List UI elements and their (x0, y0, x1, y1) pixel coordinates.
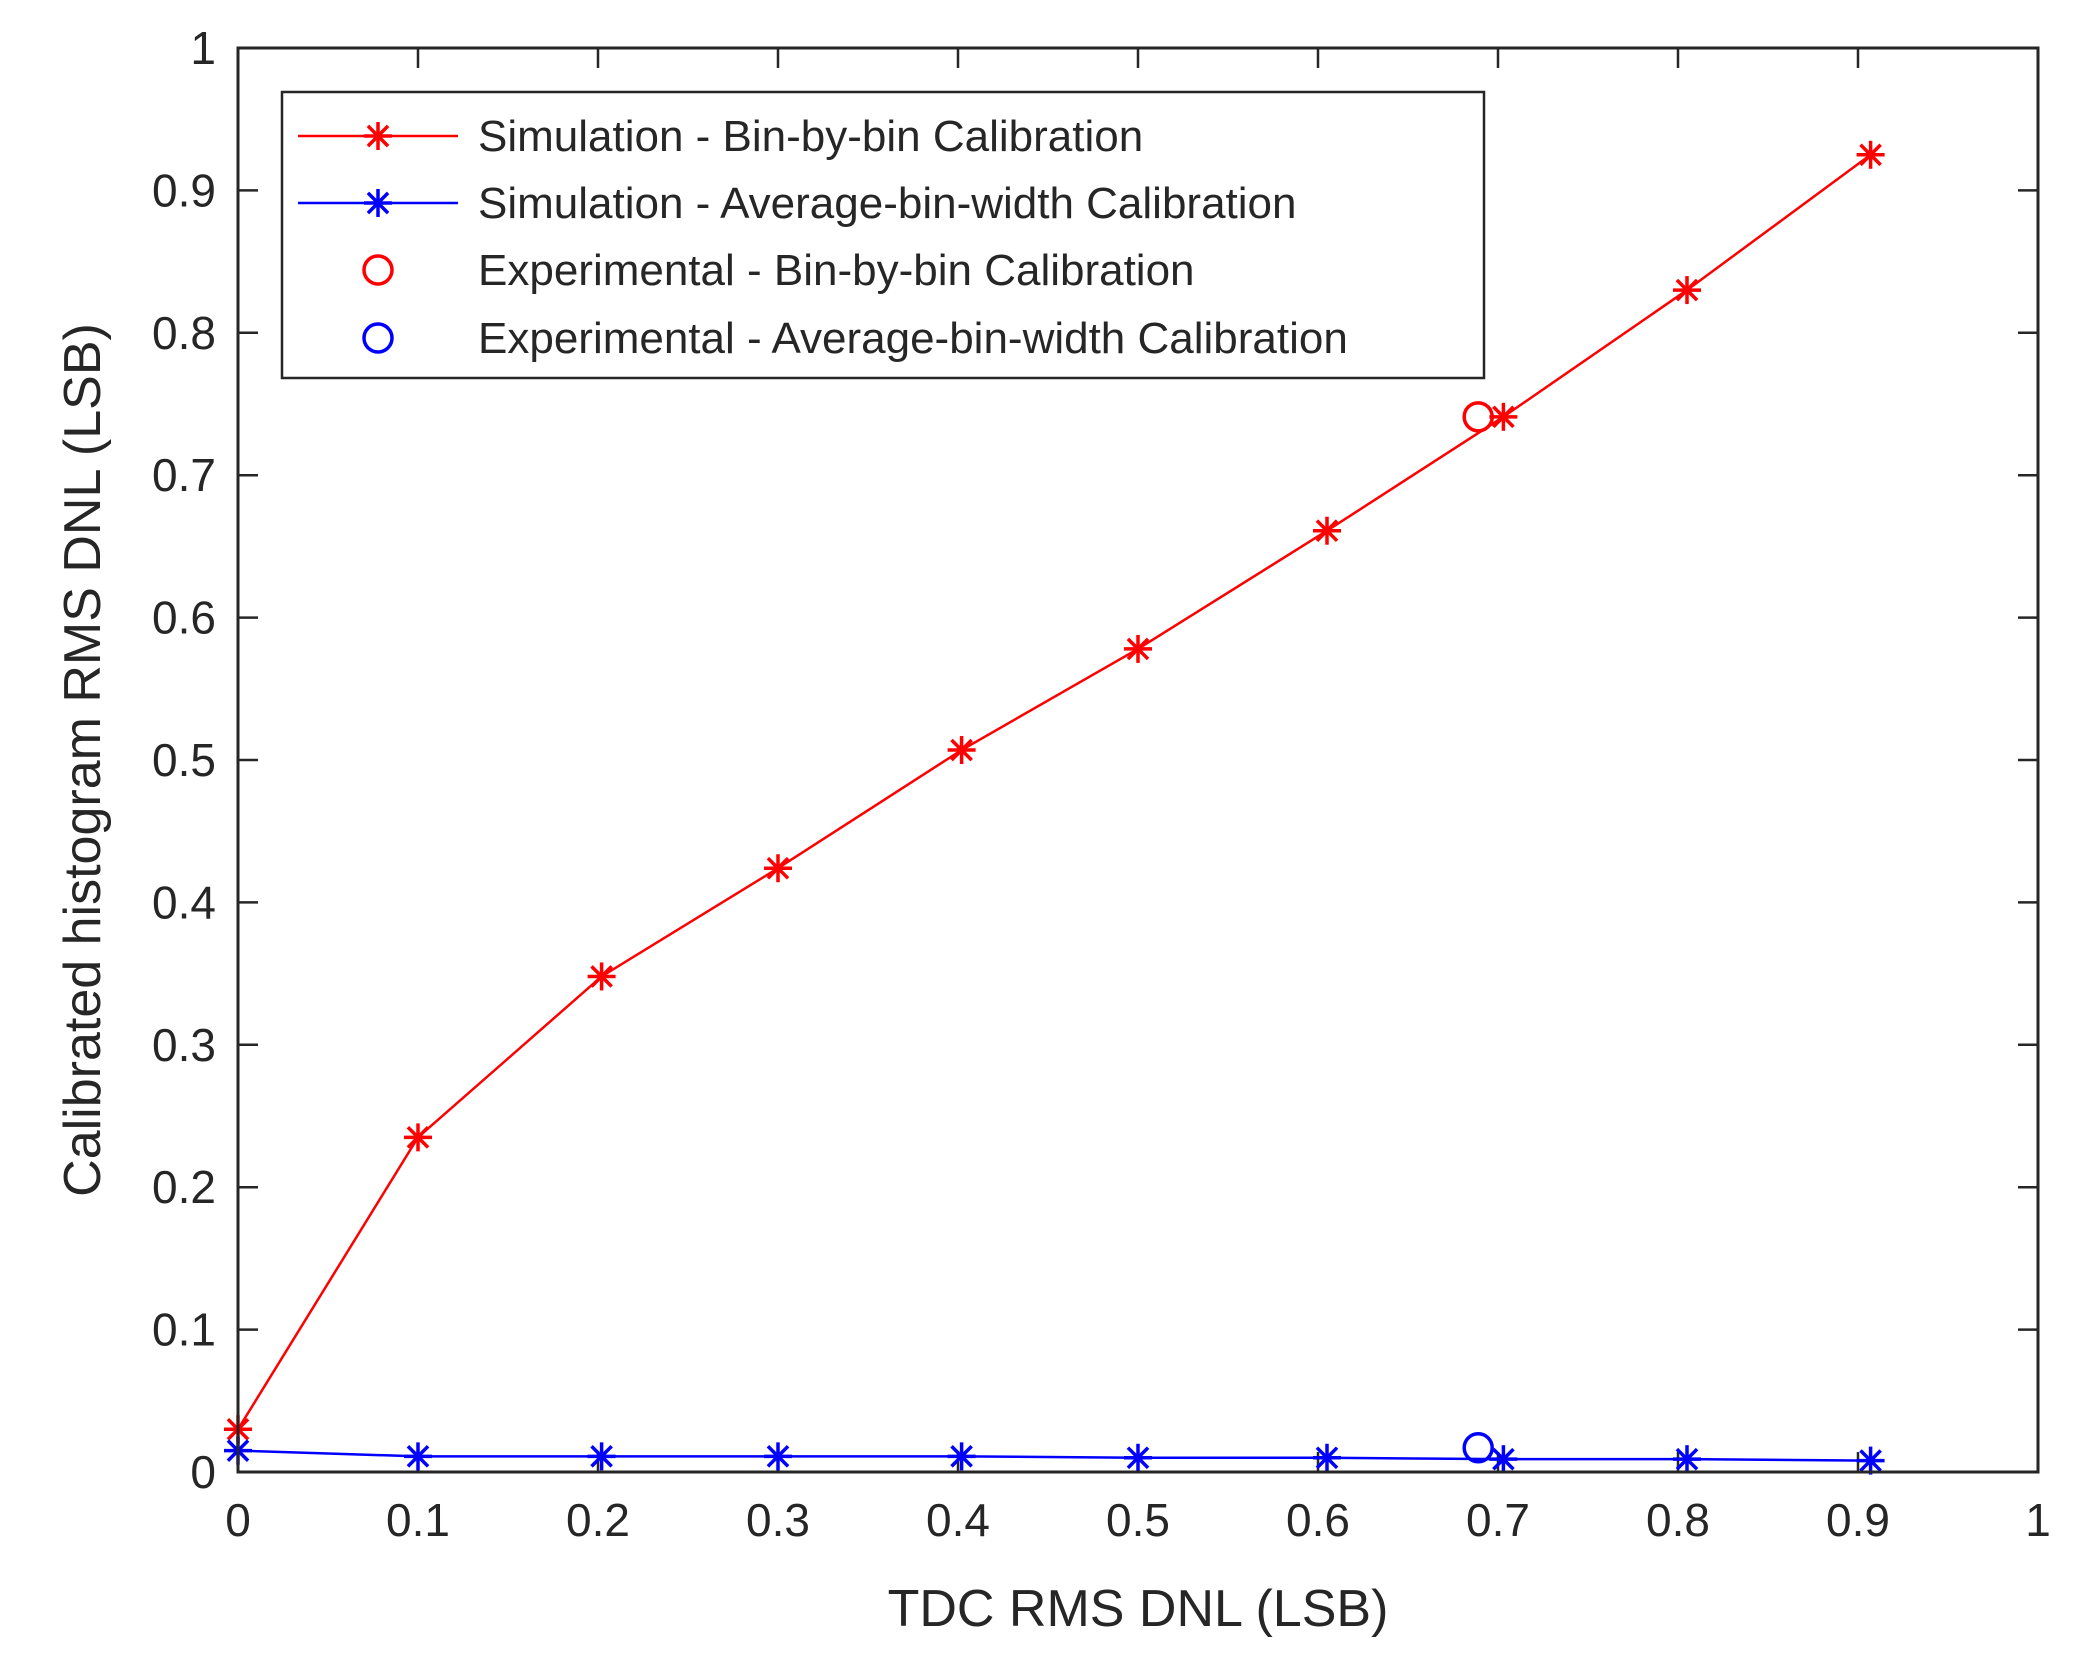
data-point-asterisk (587, 1442, 616, 1471)
legend-item: Simulation - Bin-by-bin Calibration (298, 112, 1143, 161)
data-point-asterisk (1856, 140, 1885, 169)
data-point-circle (1462, 1432, 1494, 1464)
y-tick-label: 1 (190, 22, 216, 74)
marker-stroke (406, 1445, 430, 1468)
data-point-asterisk (764, 1442, 792, 1471)
data-point-asterisk (947, 736, 976, 765)
data-point-asterisk (1489, 1445, 1518, 1474)
data-point-asterisk (1313, 1443, 1341, 1472)
x-tick-label: 0.4 (926, 1494, 990, 1546)
marker-stroke (1126, 637, 1150, 661)
y-tick-label: 0.2 (152, 1161, 216, 1213)
legend-marker (362, 322, 394, 354)
x-tick-label: 1 (2025, 1494, 2051, 1546)
x-tick-label: 0.7 (1466, 1494, 1530, 1546)
marker-stroke (590, 965, 613, 988)
marker-stroke (590, 1445, 613, 1468)
marker-stroke (1315, 519, 1339, 543)
series-3 (1462, 1432, 1494, 1464)
legend-box (280, 90, 1486, 380)
marker-stroke (1492, 405, 1515, 429)
tick-labels-group: 0 0.1 0.2 0.3 0.4 0.5 0.6 0.7 0.8 0.9 1 0 0.1 0.2 0.3 0… (152, 22, 2051, 1546)
legend-label: Experimental - Bin-by-bin Calibration (478, 246, 1195, 295)
series-line (237, 1449, 1871, 1462)
marker-stroke (1492, 1447, 1515, 1471)
data-point-asterisk (404, 1442, 432, 1471)
y-tick-label: 0.7 (152, 449, 216, 501)
y-tick-label: 0.9 (152, 164, 216, 216)
data-point-asterisk (1673, 1445, 1701, 1474)
data-point-asterisk (1673, 276, 1701, 305)
legend: Simulation - Bin-by-bin Calibration Simul… (280, 90, 1486, 380)
y-axis-label: Calibrated histogram RMS DNL (LSB) (54, 323, 112, 1197)
x-tick-label: 0.5 (1106, 1494, 1170, 1546)
data-point-asterisk (1124, 1443, 1152, 1472)
legend-label: Experimental - Average-bin-width Calibra… (478, 314, 1348, 363)
data-point-asterisk (1856, 1446, 1885, 1475)
x-tick-label: 0.8 (1646, 1494, 1710, 1546)
marker-stroke (950, 738, 973, 762)
y-tick-label: 0.6 (152, 592, 216, 644)
data-point-asterisk (1124, 634, 1152, 663)
marker-stroke (406, 1126, 430, 1149)
marker-stroke (366, 191, 390, 215)
legend-marker (362, 254, 394, 286)
legend-marker (364, 122, 392, 150)
marker-stroke (1675, 278, 1699, 302)
x-tick-label: 0 (225, 1494, 251, 1546)
data-point-asterisk (404, 1123, 432, 1152)
data-point-asterisk (947, 1442, 976, 1471)
y-tick-label: 0 (190, 1446, 216, 1498)
x-tick-label: 0.9 (1826, 1494, 1890, 1546)
marker-stroke (1859, 1449, 1882, 1472)
legend-label: Simulation - Bin-by-bin Calibration (478, 112, 1143, 161)
y-tick-label: 0.1 (152, 1304, 216, 1356)
y-tick-label: 0.4 (152, 876, 216, 928)
legend-item: Experimental - Average-bin-width Calibra… (362, 314, 1348, 363)
data-point-asterisk (1489, 402, 1518, 431)
legend-label: Simulation - Average-bin-width Calibrati… (478, 179, 1297, 228)
legend-marker (364, 189, 392, 217)
y-tick-label: 0.5 (152, 734, 216, 786)
series-line (236, 153, 1872, 1430)
data-point-circle (1462, 401, 1494, 433)
series-2 (1462, 401, 1494, 433)
marker-stroke (950, 1445, 973, 1468)
marker-stroke (1315, 1446, 1339, 1470)
series-group (224, 140, 1885, 1475)
legend-item: Experimental - Bin-by-bin Calibration (362, 246, 1195, 295)
data-point-asterisk (1313, 516, 1341, 545)
marker-stroke (766, 1445, 790, 1468)
series-1 (224, 1436, 1885, 1475)
marker-stroke (1859, 143, 1882, 167)
y-tick-label: 0.8 (152, 307, 216, 359)
x-tick-label: 0.2 (566, 1494, 630, 1546)
legend-item: Simulation - Average-bin-width Calibrati… (298, 179, 1297, 228)
x-tick-label: 0.3 (746, 1494, 810, 1546)
data-point-asterisk (587, 962, 616, 991)
data-point-asterisk (764, 854, 792, 883)
marker-stroke (366, 124, 390, 148)
plot-frame (236, 46, 2040, 1474)
y-tick-label: 0.3 (152, 1019, 216, 1071)
marker-stroke (1126, 1446, 1150, 1470)
x-tick-label: 0.1 (386, 1494, 450, 1546)
marker-stroke (1675, 1447, 1699, 1471)
x-axis-label: TDC RMS DNL (LSB) (888, 1580, 1389, 1638)
marker-stroke (766, 856, 790, 880)
x-tick-label: 0.6 (1286, 1494, 1350, 1546)
